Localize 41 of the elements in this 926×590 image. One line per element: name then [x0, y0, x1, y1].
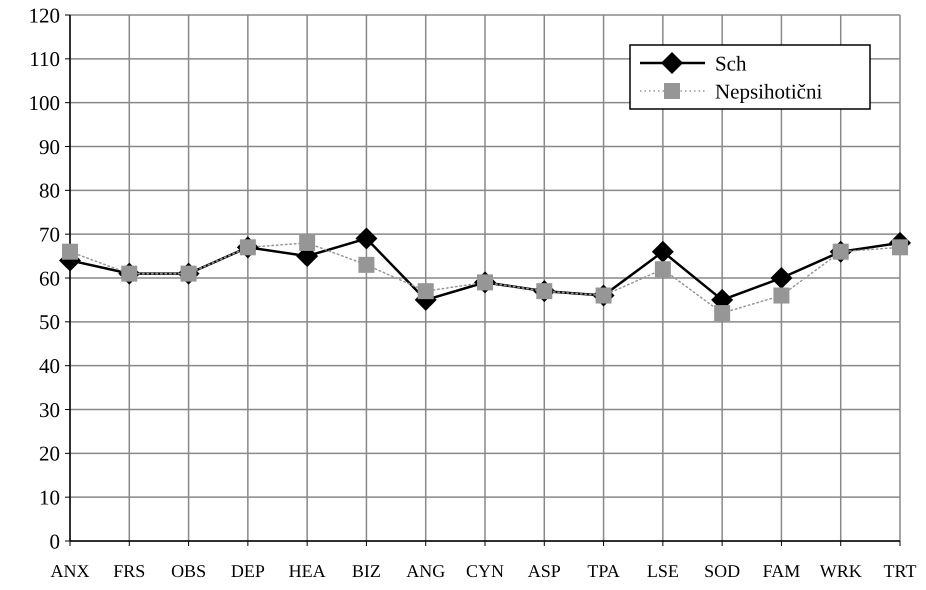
point	[714, 305, 730, 322]
y-tick-label: 50	[39, 310, 60, 334]
x-tick-label: WRK	[820, 561, 862, 581]
y-tick-label: 100	[28, 91, 60, 116]
point	[418, 283, 434, 300]
y-tick-label: 0	[50, 529, 60, 554]
x-tick-label: OBS	[171, 561, 206, 581]
point	[652, 240, 674, 263]
point	[773, 288, 790, 304]
point	[299, 234, 316, 251]
legend-label: Nepsihotični	[715, 79, 822, 104]
x-tick-label: TRT	[884, 561, 916, 581]
point	[358, 256, 374, 273]
y-tick-label: 30	[39, 398, 60, 422]
y-tick-label: 60	[39, 266, 60, 290]
x-tick-label: ANG	[406, 561, 446, 581]
point	[355, 228, 378, 250]
x-tick-label: DEP	[230, 561, 265, 581]
point	[62, 244, 78, 260]
y-tick-label: 80	[39, 178, 60, 203]
x-tick-label: ANX	[50, 561, 90, 581]
y-tick-label: 70	[39, 222, 60, 247]
x-tick-label: FRS	[113, 561, 146, 581]
x-tick-label: ASP	[528, 561, 561, 581]
x-tick-label: TPA	[587, 561, 620, 581]
x-tick-label: LSE	[646, 561, 679, 581]
point	[892, 239, 908, 256]
y-tick-label: 90	[39, 134, 60, 159]
x-tick-label: CYN	[466, 561, 504, 581]
y-tick-label: 110	[29, 47, 60, 72]
x-tick-label: HEA	[288, 561, 326, 581]
y-tick-label: 120	[28, 3, 60, 28]
x-tick-label: BIZ	[352, 561, 381, 581]
legend-label: Sch	[715, 51, 747, 76]
point	[654, 261, 671, 278]
point	[770, 267, 792, 289]
x-tick-label: SOD	[704, 561, 740, 581]
y-tick-label: 10	[39, 486, 60, 510]
y-tick-label: 40	[39, 354, 60, 378]
y-tick-label: 20	[39, 442, 60, 466]
x-tick-label: FAM	[762, 561, 800, 581]
